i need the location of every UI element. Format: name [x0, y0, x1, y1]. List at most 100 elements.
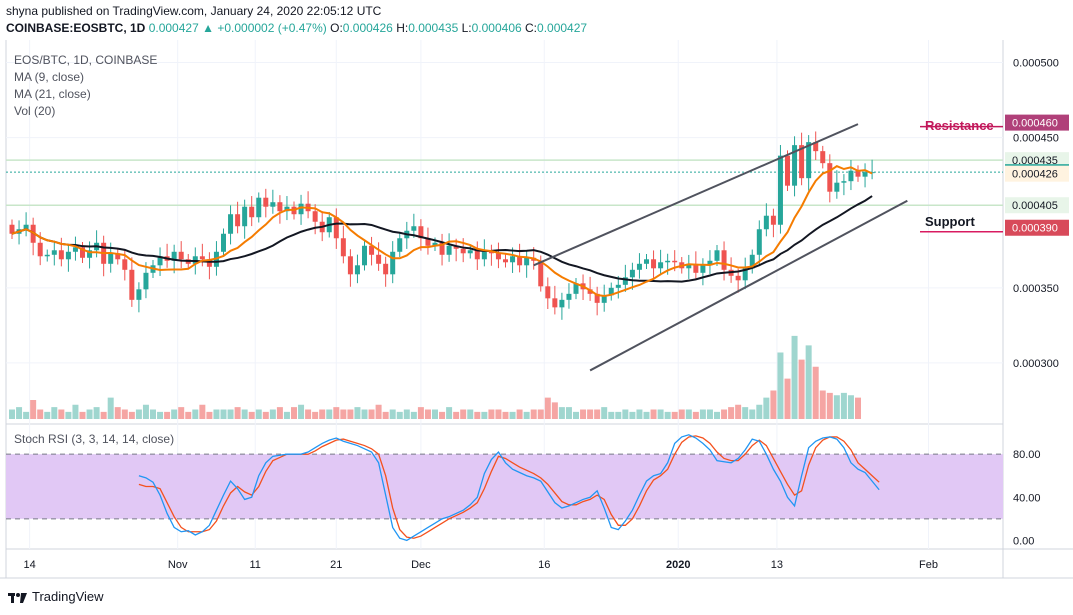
- volume-bar: [298, 404, 305, 419]
- volume-bar: [601, 407, 608, 419]
- price-tag-label: 0.000405: [1012, 200, 1058, 212]
- stoch-tick-label: 40.00: [1013, 492, 1041, 504]
- candle-body: [749, 254, 755, 269]
- candle-body: [742, 268, 748, 281]
- low-value: 0.000406: [471, 21, 522, 35]
- volume-bar: [812, 366, 819, 419]
- candle-body: [601, 295, 607, 303]
- volume-bar: [16, 407, 23, 419]
- volume-bar: [220, 409, 227, 419]
- y-tick-label: 0.000300: [1013, 358, 1059, 370]
- candle-body: [411, 226, 417, 231]
- candle-body: [340, 238, 346, 257]
- candle-body: [58, 250, 64, 260]
- candle-body: [199, 256, 205, 260]
- candle-body: [312, 211, 318, 222]
- price-tag-label: 0.000426: [1012, 169, 1058, 181]
- volume-bar: [150, 409, 156, 419]
- stoch-k-line: [138, 434, 880, 542]
- candle-body: [270, 202, 276, 207]
- candle-body: [298, 203, 304, 215]
- pair-label[interactable]: EOS/BTC, 1D, COINBASE: [14, 53, 158, 67]
- candle-body: [460, 248, 466, 254]
- symbol-name[interactable]: COINBASE:EOSBTC, 1D: [6, 21, 146, 35]
- change-arrow-icon: ▲: [202, 21, 214, 35]
- volume-bar: [756, 404, 763, 419]
- candle-body: [277, 202, 283, 212]
- candle-body: [820, 151, 826, 164]
- channel-upper-line: [533, 123, 859, 267]
- open-label: O:: [330, 21, 343, 35]
- support-label: Support: [925, 214, 975, 229]
- candle-body: [763, 215, 769, 230]
- volume-bar: [368, 409, 375, 419]
- candle-body: [855, 170, 861, 177]
- volume-bar: [784, 378, 791, 419]
- candle-body: [354, 265, 360, 275]
- volume-bar: [389, 409, 396, 419]
- volume-bar: [121, 409, 128, 419]
- candle-body: [369, 245, 375, 255]
- volume-bar: [650, 409, 657, 419]
- volume-bar: [855, 397, 861, 419]
- volume-bar: [594, 409, 601, 419]
- volume-bar: [157, 411, 164, 419]
- volume-bar: [382, 411, 389, 419]
- candle-body: [51, 250, 57, 255]
- candle-body: [333, 217, 339, 239]
- candle-body: [418, 226, 424, 239]
- volume-bar: [262, 411, 269, 419]
- volume-bar: [833, 395, 840, 419]
- candle-body: [249, 206, 255, 218]
- candle-body: [467, 250, 473, 254]
- volume-bar: [9, 409, 15, 419]
- volume-bar: [30, 400, 37, 419]
- volume-bar: [446, 407, 453, 419]
- main-pane: [6, 40, 1003, 423]
- candle-body: [517, 256, 523, 266]
- volume-bar: [530, 409, 537, 419]
- candle-body: [538, 260, 544, 287]
- volume-bar: [227, 409, 234, 419]
- candle-body: [446, 245, 452, 255]
- x-tick-label: 14: [24, 559, 36, 571]
- brand-name: TradingView: [32, 589, 104, 604]
- volume-bar: [516, 409, 523, 419]
- volume-bar: [326, 409, 333, 419]
- candle-body: [122, 259, 128, 270]
- ma21-label[interactable]: MA (21, close): [14, 87, 91, 101]
- candle-body: [594, 293, 600, 303]
- volume-bar: [291, 407, 297, 419]
- x-tick-label: Nov: [168, 559, 188, 571]
- volume-bar: [495, 409, 502, 419]
- x-tick-label: 21: [330, 559, 342, 571]
- volume-bar: [417, 407, 424, 419]
- volume-bar: [114, 407, 121, 419]
- candle-body: [735, 275, 741, 281]
- volume-label[interactable]: Vol (20): [14, 104, 56, 118]
- volume-bar: [276, 407, 283, 419]
- candle-body: [566, 293, 572, 300]
- volume-bar: [840, 392, 847, 419]
- last-price: 0.000427: [148, 21, 199, 35]
- candle-body: [545, 286, 551, 299]
- volume-bar: [354, 407, 361, 419]
- volume-bar: [629, 411, 636, 419]
- volume-bar: [206, 411, 213, 419]
- volume-bar: [819, 390, 826, 419]
- volume-bar: [65, 411, 72, 419]
- candle-body: [862, 172, 868, 177]
- ma9-label[interactable]: MA (9, close): [14, 70, 85, 84]
- price-tag: [1005, 165, 1069, 182]
- stoch-rsi-label[interactable]: Stoch RSI (3, 3, 14, 14, close): [14, 432, 175, 446]
- x-tick-label: 13: [771, 559, 783, 571]
- volume-bar: [333, 407, 340, 419]
- volume-bar: [551, 402, 558, 419]
- footer-brand[interactable]: TradingView: [8, 589, 104, 604]
- volume-bar: [565, 407, 572, 419]
- price-tag-label: 0.000435: [1012, 155, 1058, 167]
- candle-body: [714, 250, 720, 261]
- close-label: C:: [525, 21, 538, 35]
- candle-body: [37, 242, 43, 257]
